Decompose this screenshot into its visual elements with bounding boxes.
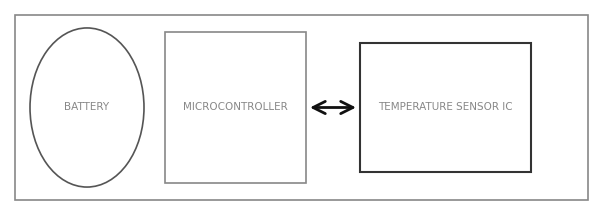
Text: MICROCONTROLLER: MICROCONTROLLER xyxy=(183,103,288,112)
Bar xyxy=(165,32,306,183)
Text: BATTERY: BATTERY xyxy=(64,103,110,112)
Text: TEMPERATURE SENSOR IC: TEMPERATURE SENSOR IC xyxy=(378,103,513,112)
Bar xyxy=(360,43,531,172)
Ellipse shape xyxy=(30,28,144,187)
Bar xyxy=(15,15,588,200)
